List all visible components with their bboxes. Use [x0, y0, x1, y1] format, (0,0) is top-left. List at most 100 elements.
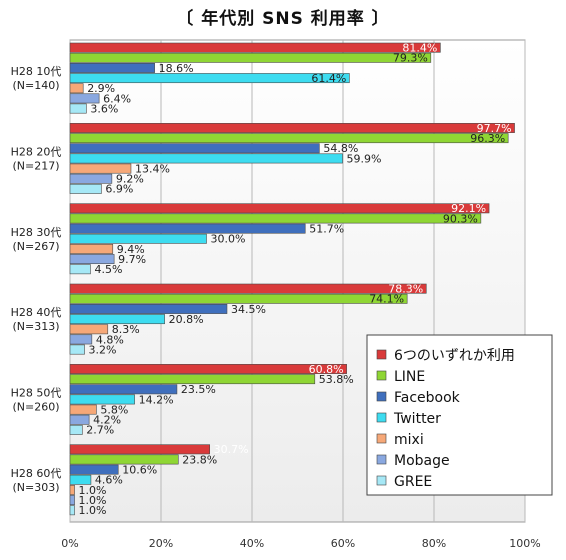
- bar: [69, 153, 343, 164]
- bar: [69, 394, 135, 405]
- data-label: 3.2%: [89, 343, 117, 356]
- data-label: 53.8%: [319, 373, 354, 386]
- data-label: 2.9%: [87, 82, 115, 95]
- data-label: 60.8%: [309, 363, 344, 376]
- data-label: 9.2%: [116, 173, 144, 186]
- bar: [69, 264, 91, 275]
- data-label: 81.4%: [402, 42, 437, 55]
- data-label: 5.8%: [100, 403, 128, 416]
- data-label: 90.3%: [443, 212, 478, 225]
- chart-title: 〔 年代別 SNS 利用率 〕: [176, 9, 390, 29]
- data-label: 4.5%: [94, 263, 122, 276]
- bar: [69, 324, 109, 335]
- legend-entry: 6つのいずれか利用: [394, 348, 515, 364]
- bar: [69, 374, 316, 385]
- bar: [69, 203, 490, 214]
- bar: [69, 303, 228, 314]
- bar: [69, 73, 350, 84]
- data-label: 2.7%: [86, 424, 114, 437]
- bar: [69, 254, 115, 265]
- bar: [69, 163, 132, 174]
- bar: [69, 52, 432, 63]
- category-n-label: (N=313): [12, 320, 59, 333]
- legend-entry: GREE: [394, 474, 432, 490]
- bar: [69, 42, 441, 53]
- legend-entry: mixi: [394, 432, 424, 448]
- data-label: 10.6%: [122, 463, 157, 476]
- data-label: 96.3%: [470, 132, 505, 145]
- bar: [69, 293, 408, 304]
- bar: [69, 173, 113, 184]
- bar: [69, 474, 92, 485]
- data-label: 79.3%: [393, 52, 428, 65]
- data-label: 30.7%: [214, 443, 249, 456]
- legend-swatch: [376, 454, 387, 465]
- category-label: H28 50代: [11, 386, 62, 399]
- data-label: 9.4%: [117, 243, 145, 256]
- data-label: 14.2%: [139, 393, 174, 406]
- bar: [69, 364, 347, 374]
- data-label: 97.7%: [477, 122, 512, 135]
- legend-entry: Facebook: [394, 390, 461, 406]
- bar: [69, 464, 119, 475]
- bar: [69, 83, 84, 94]
- category-label: H28 20代: [11, 145, 62, 158]
- bar: [69, 143, 320, 154]
- data-label: 8.3%: [112, 323, 140, 336]
- bar: [69, 314, 165, 325]
- data-label: 4.2%: [93, 414, 121, 427]
- data-label: 4.6%: [95, 474, 123, 487]
- data-label: 34.5%: [231, 303, 266, 316]
- bar: [69, 62, 155, 73]
- data-label: 23.8%: [182, 453, 217, 466]
- bar: [69, 384, 178, 395]
- legend-box: [366, 334, 553, 496]
- data-label: 92.1%: [451, 202, 486, 215]
- data-label: 54.8%: [323, 142, 358, 155]
- data-label: 51.7%: [309, 222, 344, 235]
- data-label: 74.1%: [369, 293, 404, 306]
- x-tick-label: 100%: [509, 537, 540, 550]
- category-n-label: (N=260): [12, 400, 59, 413]
- bar: [69, 243, 114, 254]
- bar: [69, 103, 87, 114]
- data-label: 1.0%: [79, 484, 107, 497]
- category-n-label: (N=217): [12, 159, 59, 172]
- bar: [69, 414, 90, 425]
- legend-swatch: [376, 433, 387, 444]
- x-tick-label: 40%: [240, 537, 264, 550]
- x-tick-label: 0%: [61, 537, 78, 550]
- data-label: 61.4%: [311, 72, 346, 85]
- bar: [69, 334, 93, 345]
- data-label: 78.3%: [388, 283, 423, 296]
- bar: [69, 505, 75, 516]
- bar: [69, 495, 75, 506]
- bar: [69, 233, 207, 244]
- data-label: 23.5%: [181, 383, 216, 396]
- bar: [69, 454, 179, 465]
- x-tick-label: 80%: [422, 537, 446, 550]
- category-n-label: (N=267): [12, 240, 59, 253]
- bar: [69, 183, 102, 194]
- bar: [69, 223, 306, 234]
- x-tick-label: 60%: [331, 537, 355, 550]
- bar: [69, 344, 85, 355]
- data-label: 20.8%: [169, 313, 204, 326]
- bar: [69, 424, 83, 435]
- legend-swatch: [376, 412, 387, 423]
- bar: [69, 93, 100, 104]
- bar: [69, 444, 210, 455]
- data-label: 1.0%: [79, 504, 107, 517]
- category-n-label: (N=140): [12, 79, 59, 92]
- bar: [69, 404, 97, 415]
- legend-entry: Twitter: [393, 411, 441, 427]
- legend-swatch: [376, 475, 387, 486]
- category-label: H28 60代: [11, 467, 62, 480]
- data-label: 30.0%: [211, 233, 246, 246]
- category-label: H28 30代: [11, 226, 62, 239]
- legend-entry: LINE: [394, 369, 425, 385]
- data-label: 13.4%: [135, 162, 170, 175]
- data-label: 18.6%: [159, 62, 194, 75]
- data-label: 59.9%: [347, 152, 382, 165]
